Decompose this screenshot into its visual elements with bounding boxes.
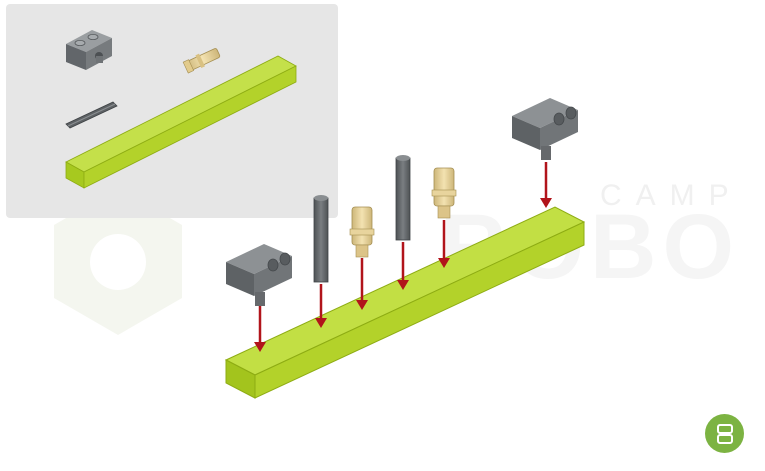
axle-right [395,155,411,241]
stack-icon [716,423,733,444]
parts-brick-icon [66,30,112,70]
brick-right [512,98,578,160]
stack-icon-button[interactable] [705,414,744,453]
pin-left [349,206,375,258]
parts-beam-icon [65,55,297,189]
pin-right [431,167,457,219]
insert-arrows [254,162,552,352]
parts-axle-icon [65,101,118,129]
parts-pin-icon [182,48,221,74]
axle-left [313,195,329,283]
brick-left [226,244,292,306]
svg-text:CAMP: CAMP [600,179,743,212]
